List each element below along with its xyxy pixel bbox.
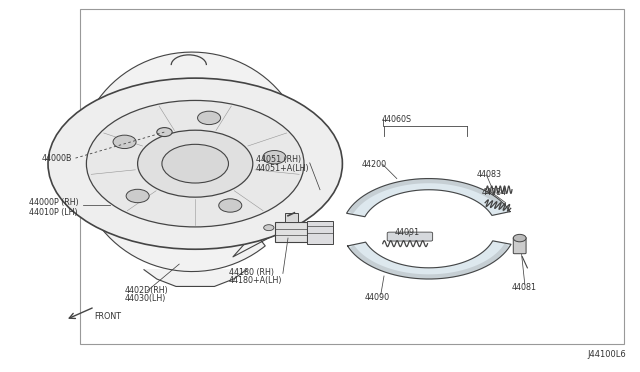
Polygon shape xyxy=(144,270,246,286)
Circle shape xyxy=(219,199,242,212)
Circle shape xyxy=(513,234,526,242)
Bar xyxy=(80,9,624,344)
Polygon shape xyxy=(347,179,510,217)
Text: 44083: 44083 xyxy=(477,170,502,179)
Polygon shape xyxy=(78,52,306,272)
Circle shape xyxy=(162,144,228,183)
Bar xyxy=(307,221,333,244)
Text: J44100L6: J44100L6 xyxy=(587,350,626,359)
Circle shape xyxy=(86,100,304,227)
Text: FRONT: FRONT xyxy=(95,312,122,321)
Circle shape xyxy=(48,78,342,249)
FancyBboxPatch shape xyxy=(513,237,526,254)
Circle shape xyxy=(264,225,274,231)
Text: 44091: 44091 xyxy=(394,228,419,237)
Circle shape xyxy=(113,135,136,148)
Text: 44090: 44090 xyxy=(365,293,390,302)
Polygon shape xyxy=(348,241,511,279)
Circle shape xyxy=(138,130,253,197)
Text: 44051 (RH): 44051 (RH) xyxy=(256,155,301,164)
Text: 44084: 44084 xyxy=(481,188,506,197)
Circle shape xyxy=(198,111,221,125)
Text: 44200: 44200 xyxy=(362,160,387,169)
Text: 44010P (LH): 44010P (LH) xyxy=(29,208,77,217)
Bar xyxy=(275,222,307,242)
Text: 44060S: 44060S xyxy=(381,115,412,124)
Bar xyxy=(285,213,298,222)
Text: 44180+A(LH): 44180+A(LH) xyxy=(229,276,283,285)
Text: 44081: 44081 xyxy=(512,283,537,292)
Text: 44030(LH): 44030(LH) xyxy=(125,294,166,303)
FancyBboxPatch shape xyxy=(387,232,433,241)
Circle shape xyxy=(157,128,172,137)
Text: 44000B: 44000B xyxy=(42,154,72,163)
Text: 44000P (RH): 44000P (RH) xyxy=(29,198,79,207)
Text: 4402D(RH): 4402D(RH) xyxy=(125,286,168,295)
Text: 44180 (RH): 44180 (RH) xyxy=(229,268,274,277)
Text: 44051+A(LH): 44051+A(LH) xyxy=(256,164,310,173)
Circle shape xyxy=(126,189,149,203)
Circle shape xyxy=(263,151,286,164)
